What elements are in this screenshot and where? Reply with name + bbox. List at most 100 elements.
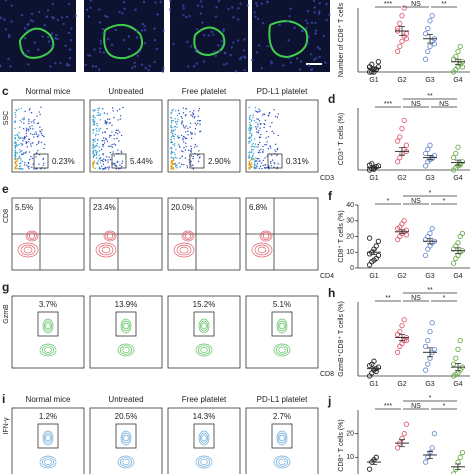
data-point	[422, 367, 429, 373]
event-dot	[40, 106, 42, 108]
nucleus	[243, 55, 246, 58]
event-dot	[120, 150, 122, 152]
nucleus	[318, 47, 322, 51]
event-dot	[193, 110, 195, 112]
event-dot	[248, 162, 251, 165]
event-dot	[190, 160, 192, 163]
contour	[119, 457, 133, 467]
gate	[115, 311, 137, 337]
event-dot	[22, 168, 24, 170]
data-point	[455, 346, 461, 353]
event-dot	[173, 151, 175, 154]
event-dot	[265, 166, 268, 169]
nucleus	[230, 46, 233, 49]
event-dot	[191, 112, 194, 114]
nucleus	[324, 61, 327, 64]
data-point	[422, 150, 429, 157]
event-dot	[92, 146, 94, 149]
contour	[259, 230, 273, 242]
event-dot	[92, 132, 94, 134]
event-dot	[182, 150, 184, 153]
event-dot	[258, 120, 261, 122]
event-dot	[112, 163, 114, 165]
event-dot	[251, 165, 253, 168]
event-dot	[197, 122, 199, 125]
nucleus	[255, 4, 259, 7]
event-dot	[253, 162, 256, 164]
nucleus	[99, 39, 102, 42]
event-dot	[255, 157, 257, 159]
nucleus	[254, 15, 257, 18]
event-dot	[188, 149, 190, 151]
event-dot	[111, 143, 113, 146]
nucleus	[260, 67, 263, 70]
event-dot	[19, 151, 21, 153]
event-dot	[104, 131, 106, 133]
nucleus	[305, 26, 308, 30]
nucleus	[243, 38, 246, 41]
nucleus	[182, 14, 185, 17]
event-dot	[97, 111, 99, 114]
nucleus	[138, 50, 142, 53]
event-dot	[114, 144, 117, 146]
significance-label: ***	[384, 101, 392, 108]
data-point	[399, 38, 405, 44]
nucleus	[106, 37, 110, 41]
event-dot	[258, 108, 260, 110]
event-dot	[113, 138, 116, 140]
event-dot	[270, 164, 273, 167]
event-dot	[264, 157, 266, 159]
event-dot	[94, 167, 96, 170]
event-dot	[113, 143, 115, 145]
nucleus	[154, 1, 157, 4]
nucleus	[51, 2, 55, 6]
contour	[27, 231, 37, 241]
event-dot	[272, 159, 274, 161]
quadrant-percentage: 23.4%	[93, 203, 116, 212]
nucleus	[172, 42, 175, 46]
event-dot	[30, 143, 32, 145]
event-dot	[14, 145, 16, 147]
nucleus	[50, 44, 54, 47]
nucleus	[102, 31, 105, 35]
data-point	[429, 445, 435, 451]
event-dot	[96, 123, 98, 125]
nucleus	[45, 15, 49, 18]
contour	[119, 345, 133, 355]
event-dot	[29, 108, 31, 110]
event-dot	[21, 118, 23, 120]
data-point	[399, 13, 405, 19]
data-point	[422, 163, 429, 169]
event-dot	[277, 134, 279, 137]
event-dot	[38, 154, 41, 156]
event-dot	[253, 152, 255, 155]
event-dot	[170, 125, 172, 127]
data-point	[366, 235, 373, 241]
event-dot	[261, 162, 263, 164]
event-dot	[28, 167, 30, 170]
contour	[195, 343, 213, 357]
event-dot	[174, 154, 176, 156]
event-dot	[259, 136, 261, 139]
contour	[257, 246, 267, 254]
data-point	[399, 126, 405, 132]
nucleus	[127, 35, 131, 38]
event-dot	[30, 121, 32, 123]
significance-label: ***	[384, 1, 392, 8]
event-dot	[192, 157, 194, 160]
event-dot	[117, 129, 119, 131]
data-point	[422, 56, 429, 62]
event-dot	[24, 136, 26, 139]
event-dot	[94, 116, 96, 119]
event-dot	[268, 165, 270, 167]
nucleus	[222, 28, 226, 31]
x-tick-label: G1	[369, 381, 378, 388]
event-dot	[105, 123, 108, 125]
event-dot	[106, 127, 108, 130]
event-dot	[93, 162, 95, 165]
event-dot	[14, 149, 16, 152]
event-dot	[102, 158, 105, 160]
event-dot	[181, 120, 183, 122]
nucleus	[304, 19, 308, 22]
event-dot	[27, 128, 30, 131]
